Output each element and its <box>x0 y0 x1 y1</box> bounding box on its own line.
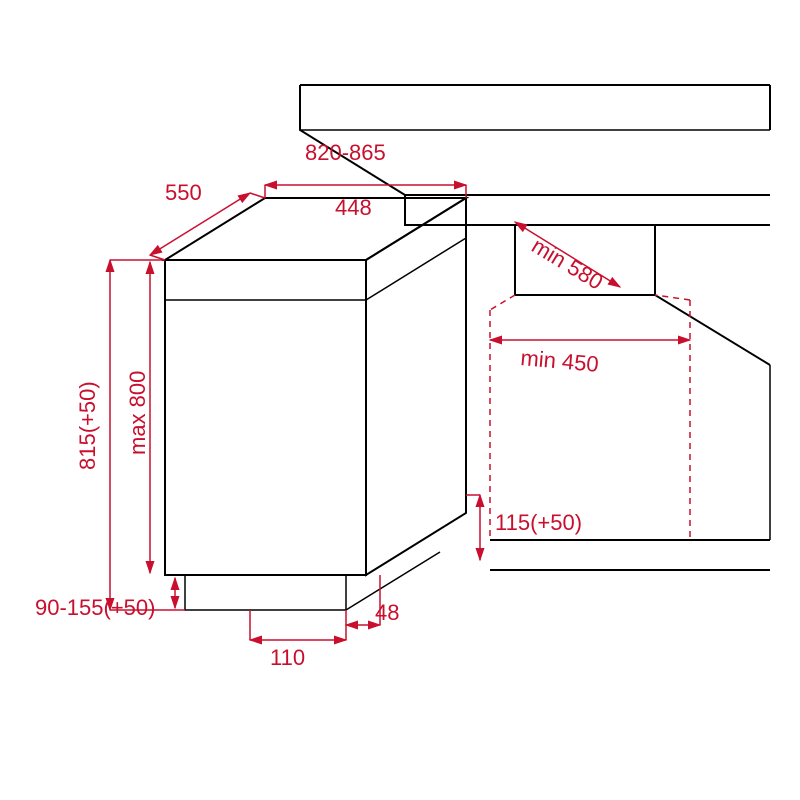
label-815: 815(+50) <box>75 381 100 470</box>
label-820-865: 820-865 <box>305 140 386 165</box>
label-115: 115(+50) <box>495 510 582 535</box>
label-min-580: min 580 <box>527 233 607 295</box>
label-min-450: min 450 <box>520 345 600 377</box>
dim-min-450: min 450 <box>490 295 690 540</box>
dim-110: 110 <box>250 610 346 670</box>
dim-width-448: 448 <box>265 185 466 220</box>
appliance-outline <box>165 198 466 610</box>
dim-depth-550: 550 <box>150 180 265 260</box>
dimension-diagram: 550 820-865 448 min 580 min 450 815(+50)… <box>0 0 800 800</box>
dim-min-580: min 580 <box>515 222 620 295</box>
label-max-800: max 800 <box>125 371 150 455</box>
label-48: 48 <box>375 600 399 625</box>
label-90-155: 90-155(+50) <box>35 595 155 620</box>
dim-115: 115(+50) <box>466 495 582 560</box>
dim-max-800: max 800 <box>125 262 150 573</box>
label-550: 550 <box>165 180 202 205</box>
label-448: 448 <box>335 195 372 220</box>
dim-height-range: 820-865 <box>305 140 386 165</box>
label-110: 110 <box>270 645 305 670</box>
dim-90-155: 90-155(+50) <box>35 578 175 620</box>
